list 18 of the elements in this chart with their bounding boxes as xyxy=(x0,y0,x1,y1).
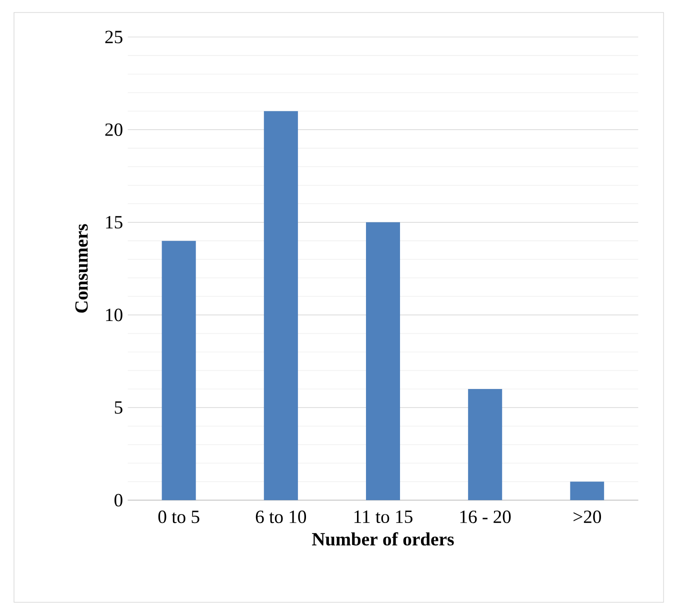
y-axis-title: Consumers xyxy=(75,224,88,313)
x-tick-label: 16 - 20 xyxy=(460,510,511,524)
bar xyxy=(264,111,298,500)
x-tick-label: >20 xyxy=(574,510,602,524)
x-tick-label: 6 to 10 xyxy=(256,510,306,524)
bar xyxy=(570,482,604,500)
y-tick-label: 20 xyxy=(105,123,122,136)
y-tick-label: 25 xyxy=(105,30,122,44)
y-tick-label: 10 xyxy=(106,308,122,322)
x-tick-label: 11 to 15 xyxy=(354,510,412,523)
x-axis-title: Number of orders xyxy=(312,532,454,546)
bar xyxy=(468,389,502,500)
y-tick-label: 15 xyxy=(106,216,122,229)
bar xyxy=(366,222,400,500)
y-tick-label: 0 xyxy=(114,494,122,506)
x-tick-label: 0 to 5 xyxy=(158,510,200,524)
bar xyxy=(162,240,196,500)
y-tick-label: 5 xyxy=(114,401,122,414)
